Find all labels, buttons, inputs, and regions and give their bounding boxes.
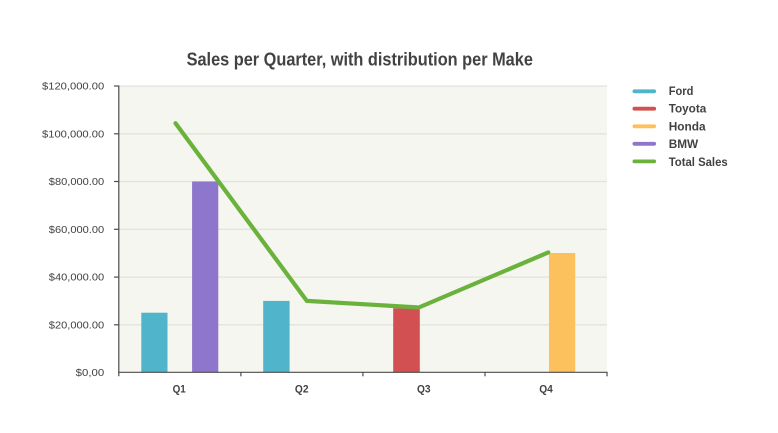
svg-text:$40,000.00: $40,000.00: [49, 273, 105, 284]
svg-text:$120,000.00: $120,000.00: [42, 82, 104, 93]
svg-text:$60,000.00: $60,000.00: [49, 225, 105, 236]
svg-text:Sales per Quarter, with distri: Sales per Quarter, with distribution per…: [187, 49, 533, 70]
svg-text:Q3: Q3: [417, 383, 431, 395]
svg-text:$80,000.00: $80,000.00: [49, 177, 105, 188]
svg-text:Q1: Q1: [173, 383, 186, 395]
svg-text:$100,000.00: $100,000.00: [42, 129, 104, 140]
svg-text:Q4: Q4: [539, 383, 553, 395]
svg-text:$20,000.00: $20,000.00: [49, 320, 105, 331]
svg-text:$0,00: $0,00: [76, 368, 105, 379]
svg-text:Toyota: Toyota: [669, 102, 707, 116]
svg-text:Q2: Q2: [295, 383, 309, 395]
svg-text:Ford: Ford: [669, 84, 694, 98]
svg-text:Total Sales: Total Sales: [669, 155, 728, 169]
svg-text:BMW: BMW: [669, 137, 699, 151]
svg-text:Honda: Honda: [669, 119, 706, 133]
